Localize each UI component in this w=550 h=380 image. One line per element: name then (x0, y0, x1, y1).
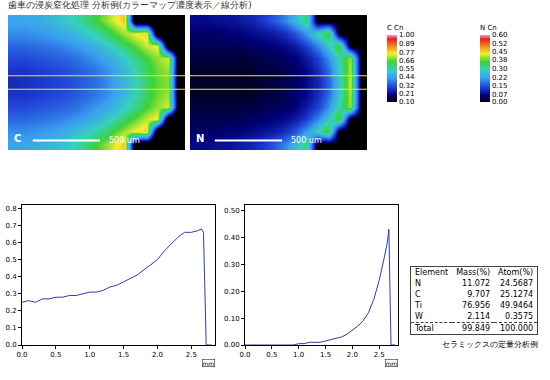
svg-text:歯車の浸炭窒化処理 分析例(カラーマップ濃度表示／線分析): 歯車の浸炭窒化処理 分析例(カラーマップ濃度表示／線分析) (8, 0, 252, 10)
svg-text:0.45: 0.45 (492, 48, 508, 56)
svg-text:0.77: 0.77 (399, 49, 415, 57)
svg-text:2.0: 2.0 (347, 351, 358, 359)
svg-text:0.30: 0.30 (224, 261, 240, 269)
svg-text:0.1: 0.1 (5, 324, 16, 332)
svg-text:N Cn: N Cn (480, 24, 497, 32)
svg-text:0.44: 0.44 (399, 73, 415, 81)
html-text:24.5687: 24.5687 (500, 279, 534, 288)
html-text:Ti: Ti (415, 301, 422, 310)
svg-text:0.89: 0.89 (399, 40, 415, 48)
svg-text:2.5: 2.5 (374, 351, 385, 359)
html-text:Total: Total (415, 324, 434, 333)
svg-text:0.00: 0.00 (492, 98, 508, 106)
html-text:W: W (415, 312, 423, 321)
svg-text:2.0: 2.0 (152, 351, 163, 359)
svg-text:0.15: 0.15 (492, 82, 508, 90)
html-text:セラミックスの定量分析例: セラミックスの定量分析例 (442, 340, 539, 349)
html-text:Atom(%): Atom(%) (498, 268, 534, 277)
svg-text:0.8: 0.8 (5, 205, 16, 213)
svg-text:0.6: 0.6 (5, 239, 17, 247)
html-text:2.114: 2.114 (467, 312, 491, 321)
svg-text:C: C (14, 133, 21, 144)
svg-text:0.60: 0.60 (492, 31, 508, 39)
svg-text:N: N (196, 133, 204, 144)
html-text:11.072: 11.072 (462, 279, 491, 288)
svg-text:0.10: 0.10 (224, 315, 240, 323)
svg-text:0.00: 0.00 (224, 341, 240, 349)
svg-text:1.0: 1.0 (84, 351, 95, 359)
svg-text:0.5: 0.5 (5, 256, 16, 264)
svg-text:0.5: 0.5 (50, 351, 61, 359)
svg-text:1.5: 1.5 (118, 351, 129, 359)
svg-text:0.3: 0.3 (5, 290, 16, 298)
svg-text:C Cn: C Cn (387, 24, 403, 32)
svg-text:500 um: 500 um (109, 136, 140, 145)
svg-text:0.66: 0.66 (399, 57, 415, 65)
html-text:99.849: 99.849 (462, 324, 491, 333)
html-text:100.000: 100.000 (500, 324, 534, 333)
html-text:9.707: 9.707 (467, 290, 491, 299)
svg-text:0.50: 0.50 (224, 207, 240, 215)
svg-text:0.55: 0.55 (399, 65, 415, 73)
html-text:Element: Element (415, 268, 449, 277)
svg-text:0.52: 0.52 (492, 40, 508, 48)
svg-text:500 um: 500 um (291, 136, 322, 145)
svg-text:0.38: 0.38 (492, 56, 508, 64)
html-text:76.956: 76.956 (462, 301, 491, 310)
html-text:0.3575: 0.3575 (505, 312, 534, 321)
html-text:N: N (415, 279, 421, 288)
svg-text:0.10: 0.10 (399, 98, 415, 106)
svg-text:0.20: 0.20 (224, 288, 240, 296)
html-text:Mass(%): Mass(%) (456, 268, 491, 277)
svg-text:0.21: 0.21 (399, 90, 415, 98)
svg-text:0.7: 0.7 (5, 222, 16, 230)
svg-text:1.00: 1.00 (399, 31, 415, 39)
svg-text:0.32: 0.32 (399, 82, 415, 90)
svg-text:0.4: 0.4 (5, 273, 17, 281)
html-text:25.1274: 25.1274 (500, 290, 534, 299)
html-text:49.9464: 49.9464 (500, 301, 534, 310)
svg-text:0.30: 0.30 (492, 65, 508, 73)
svg-text:0.0: 0.0 (239, 351, 250, 359)
svg-text:mm: mm (386, 360, 398, 367)
svg-text:0.5: 0.5 (266, 351, 277, 359)
svg-text:1.0: 1.0 (293, 351, 304, 359)
svg-text:0.22: 0.22 (492, 74, 508, 82)
svg-text:2.5: 2.5 (186, 351, 197, 359)
svg-text:1.5: 1.5 (320, 351, 331, 359)
svg-text:0.0: 0.0 (16, 351, 27, 359)
html-text:C: C (415, 290, 421, 299)
svg-text:mm: mm (203, 360, 215, 367)
svg-text:0.40: 0.40 (224, 234, 240, 242)
svg-text:0.0: 0.0 (5, 341, 16, 349)
svg-text:0.2: 0.2 (5, 307, 16, 315)
svg-text:0.07: 0.07 (492, 91, 508, 99)
